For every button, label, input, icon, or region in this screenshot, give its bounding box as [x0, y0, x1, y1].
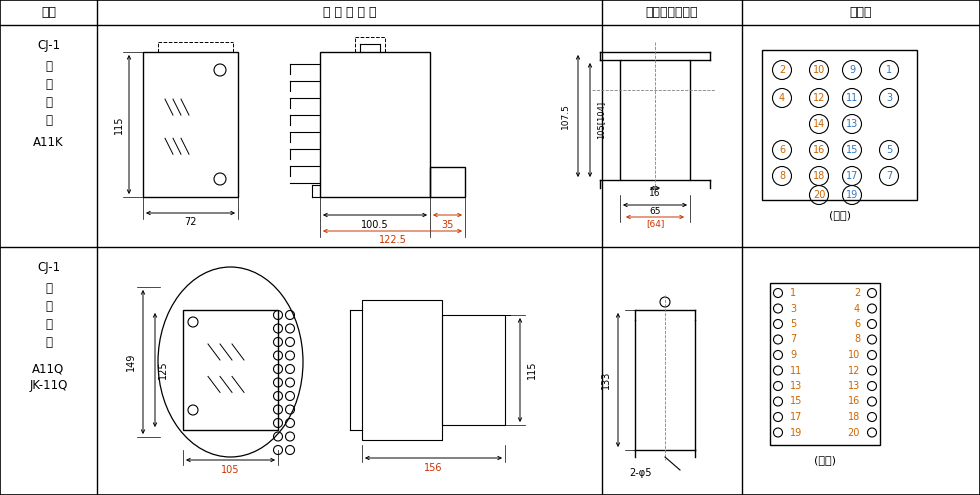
Text: 105: 105 [221, 465, 240, 475]
Bar [143, 52, 238, 197]
Text: 156: 156 [424, 463, 443, 473]
Text: 5: 5 [790, 319, 797, 329]
Text: CJ-1: CJ-1 [37, 260, 60, 274]
Text: 65: 65 [650, 207, 661, 216]
Text: 16: 16 [650, 189, 661, 198]
Text: 1: 1 [790, 288, 796, 298]
Text: 2: 2 [854, 288, 860, 298]
Text: 16: 16 [812, 145, 825, 155]
Text: A11K: A11K [33, 137, 64, 149]
Text: CJ-1: CJ-1 [37, 39, 60, 51]
Text: 3: 3 [886, 93, 892, 103]
Text: JK-11Q: JK-11Q [29, 379, 68, 392]
Text: 13: 13 [848, 381, 860, 391]
Text: 13: 13 [846, 119, 858, 129]
Text: 125: 125 [158, 361, 168, 379]
Text: 2-φ5: 2-φ5 [629, 468, 652, 478]
Text: 线: 线 [45, 337, 52, 349]
Bar [320, 52, 430, 197]
Text: 接: 接 [45, 318, 52, 332]
Text: 10: 10 [848, 350, 860, 360]
Bar [430, 167, 465, 197]
Text: 前: 前 [45, 300, 52, 313]
Text: 7: 7 [886, 171, 892, 181]
Bar [620, 60, 690, 180]
Text: 10: 10 [812, 65, 825, 75]
Text: 18: 18 [812, 171, 825, 181]
Text: 外 形 尺 寸 图: 外 形 尺 寸 图 [322, 6, 376, 19]
Text: 9: 9 [790, 350, 796, 360]
Text: 板: 板 [45, 60, 52, 73]
Text: 100.5: 100.5 [362, 220, 389, 230]
Bar [442, 315, 505, 425]
Bar [762, 50, 917, 200]
Text: (背视): (背视) [828, 210, 851, 220]
Text: 线: 线 [45, 114, 52, 128]
Text: 16: 16 [848, 396, 860, 406]
Text: 11: 11 [790, 365, 803, 376]
Text: 5: 5 [886, 145, 892, 155]
Text: 35: 35 [441, 220, 454, 230]
Text: [64]: [64] [646, 219, 664, 229]
Text: 6: 6 [854, 319, 860, 329]
Text: 4: 4 [854, 303, 860, 313]
Text: 7: 7 [790, 335, 797, 345]
Text: 12: 12 [848, 365, 860, 376]
Text: 14: 14 [812, 119, 825, 129]
Text: 2: 2 [779, 65, 785, 75]
Text: 20: 20 [848, 428, 860, 438]
Text: 19: 19 [790, 428, 803, 438]
Text: 17: 17 [846, 171, 858, 181]
Text: 105[104]: 105[104] [597, 101, 606, 139]
Bar [183, 310, 278, 430]
Text: 122.5: 122.5 [378, 235, 407, 245]
Text: 115: 115 [114, 115, 124, 134]
Text: 20: 20 [812, 190, 825, 200]
Text: 12: 12 [812, 93, 825, 103]
Text: 4: 4 [779, 93, 785, 103]
Text: 6: 6 [779, 145, 785, 155]
Text: 19: 19 [846, 190, 858, 200]
Text: 18: 18 [848, 412, 860, 422]
Text: 13: 13 [790, 381, 803, 391]
Text: 结构: 结构 [41, 6, 56, 19]
Text: 3: 3 [790, 303, 796, 313]
Text: 17: 17 [790, 412, 803, 422]
Text: 11: 11 [846, 93, 858, 103]
Text: 端子图: 端子图 [850, 6, 872, 19]
Text: 1: 1 [886, 65, 892, 75]
Text: 9: 9 [849, 65, 856, 75]
Text: 133: 133 [601, 370, 611, 389]
Text: 接: 接 [45, 97, 52, 109]
Text: 15: 15 [846, 145, 858, 155]
Text: 安装开孔尺寸图: 安装开孔尺寸图 [646, 6, 698, 19]
Text: 115: 115 [527, 361, 537, 379]
Text: A11Q: A11Q [32, 362, 65, 376]
Text: 8: 8 [854, 335, 860, 345]
Bar [362, 300, 442, 440]
Text: 8: 8 [779, 171, 785, 181]
Text: 107.5: 107.5 [561, 103, 569, 129]
Text: 后: 后 [45, 79, 52, 92]
Bar [770, 283, 880, 445]
Text: 149: 149 [126, 353, 136, 371]
Text: 板: 板 [45, 283, 52, 296]
Text: 15: 15 [790, 396, 803, 406]
Text: 72: 72 [184, 217, 197, 227]
Text: (前视): (前视) [814, 455, 836, 465]
